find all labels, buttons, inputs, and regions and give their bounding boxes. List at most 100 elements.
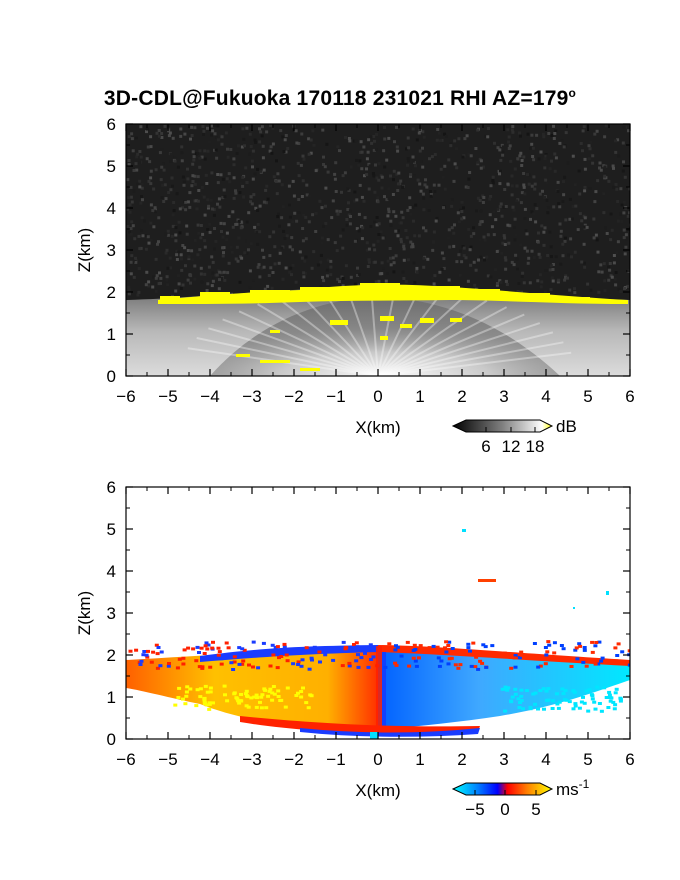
noise-pixel	[621, 169, 625, 173]
noise-pixel	[510, 260, 514, 264]
noise-pixel	[523, 192, 527, 196]
velocity-pixel	[236, 699, 241, 703]
noise-pixel	[300, 195, 304, 198]
noise-pixel	[330, 216, 334, 220]
noise-pixel	[304, 271, 308, 275]
noise-pixel	[219, 221, 223, 225]
velocity-center-blue	[382, 652, 386, 732]
noise-pixel	[442, 257, 446, 261]
noise-pixel	[603, 174, 607, 178]
noise-pixel	[437, 131, 441, 135]
noise-pixel	[210, 133, 213, 137]
noise-pixel	[499, 158, 503, 162]
noise-pixel	[146, 235, 150, 239]
velocity-pixel	[366, 665, 371, 669]
velocity-pixel	[614, 687, 619, 691]
noise-pixel	[256, 242, 260, 246]
noise-pixel	[413, 281, 417, 285]
noise-pixel	[619, 187, 623, 191]
velocity-positive-region	[126, 648, 378, 736]
velocity-pixel	[556, 706, 561, 710]
noise-pixel	[496, 282, 499, 285]
noise-pixel	[406, 157, 410, 160]
velocity-pixel	[600, 656, 605, 660]
noise-pixel	[281, 135, 285, 139]
noise-pixel	[196, 175, 200, 179]
noise-pixel	[453, 223, 456, 227]
noise-pixel	[580, 219, 584, 223]
noise-pixel	[408, 196, 412, 200]
velocity-pixel	[552, 641, 557, 645]
velocity-pixel	[604, 696, 609, 699]
velocity-pixel	[371, 655, 376, 659]
velocity-pixel	[519, 650, 524, 654]
noise-pixel	[179, 287, 183, 290]
velocity-pixel	[155, 652, 160, 656]
noise-pixel	[380, 272, 384, 276]
noise-pixel	[593, 132, 597, 136]
noise-pixel	[225, 177, 229, 181]
noise-pixel	[616, 219, 620, 223]
noise-pixel	[380, 186, 384, 190]
noise-pixel	[443, 132, 447, 136]
noise-pixel	[186, 278, 190, 282]
velocity-pixel	[609, 696, 614, 700]
noise-pixel	[562, 180, 565, 184]
noise-pixel	[234, 189, 237, 193]
velocity-pixel	[282, 642, 287, 646]
noise-pixel	[466, 279, 470, 283]
noise-pixel	[270, 151, 274, 155]
noise-pixel	[513, 217, 517, 221]
x-tick-label: 4	[541, 387, 550, 406]
noise-pixel	[362, 145, 366, 149]
velocity-pixel	[219, 662, 224, 666]
noise-pixel	[161, 162, 165, 166]
noise-pixel	[345, 223, 349, 227]
y-tick-label: 3	[107, 241, 116, 260]
noise-pixel	[582, 125, 586, 129]
radial-streak	[377, 287, 421, 376]
velocity-pixel	[194, 659, 199, 663]
noise-pixel	[422, 226, 425, 230]
velocity-pixel	[184, 694, 189, 698]
noise-pixel	[149, 135, 153, 139]
noise-pixel	[376, 239, 380, 243]
velocity-pixel	[393, 648, 398, 652]
noise-pixel	[174, 239, 178, 243]
noise-pixel	[515, 257, 519, 261]
noise-pixel	[256, 222, 260, 226]
noise-pixel	[531, 155, 535, 158]
noise-pixel	[501, 153, 505, 157]
noise-pixel	[240, 256, 244, 260]
velocity-pixel	[242, 648, 247, 652]
velocity-pixel	[468, 649, 472, 653]
noise-pixel	[166, 283, 170, 287]
noise-pixel	[145, 130, 148, 134]
noise-pixel	[130, 220, 134, 224]
noise-pixel	[251, 149, 255, 153]
noise-pixel	[245, 220, 249, 224]
velocity-pixel	[575, 657, 580, 661]
noise-pixel	[193, 264, 197, 268]
noise-pixel	[511, 205, 515, 209]
noise-pixel	[229, 245, 233, 249]
noise-pixel	[531, 146, 535, 150]
velocity-pixel	[276, 689, 281, 693]
noise-pixel	[607, 179, 611, 183]
noise-pixel	[422, 208, 426, 212]
noise-pixel	[138, 247, 142, 251]
noise-pixel	[377, 233, 381, 236]
noise-pixel	[498, 205, 502, 209]
velocity-pixel	[323, 653, 328, 657]
noise-pixel	[284, 266, 288, 270]
velocity-pixel	[247, 663, 251, 667]
velocity-pixel	[571, 707, 576, 711]
noise-pixel	[301, 154, 305, 158]
noise-pixel	[625, 237, 629, 241]
noise-pixel	[258, 275, 262, 279]
noise-pixel	[198, 165, 202, 169]
noise-pixel	[395, 172, 399, 176]
noise-pixel	[186, 167, 189, 171]
noise-pixel	[211, 279, 215, 283]
noise-pixel	[507, 135, 511, 139]
